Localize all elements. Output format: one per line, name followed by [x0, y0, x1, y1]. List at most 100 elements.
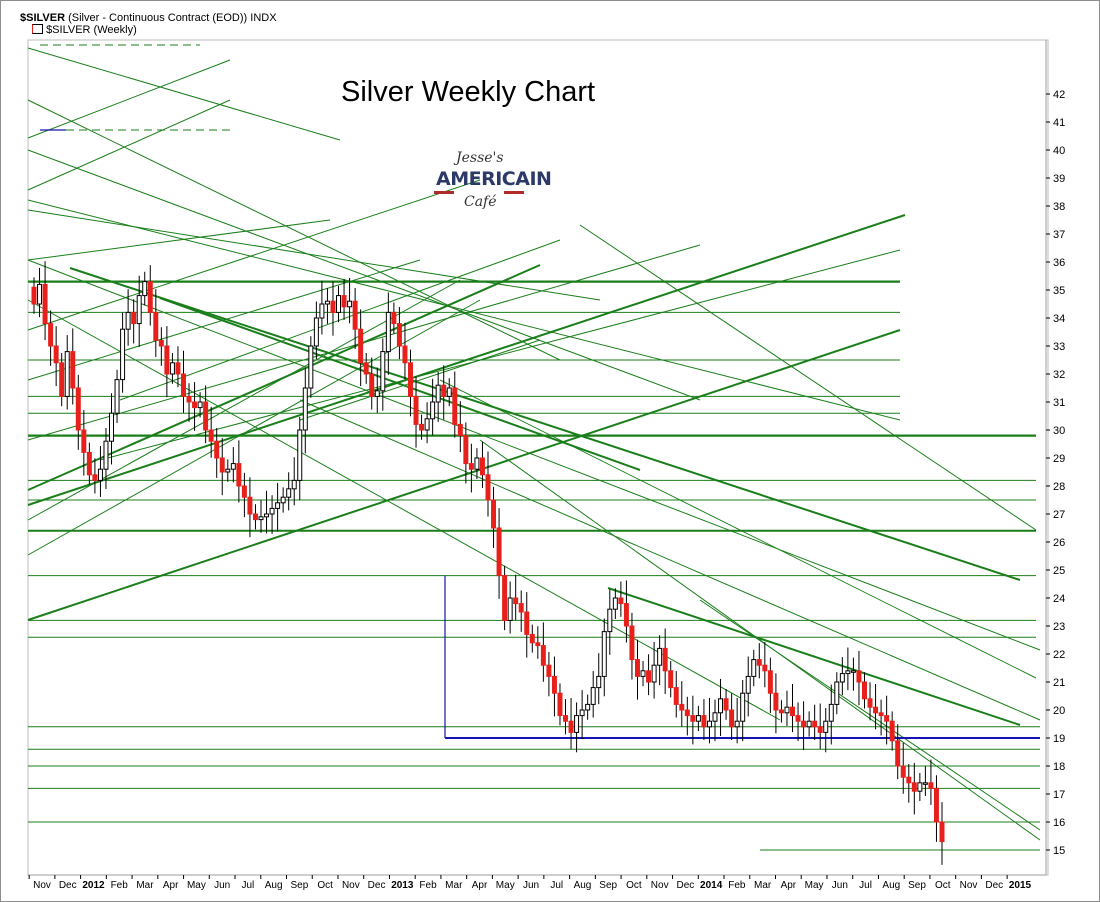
x-tick-label: Sep: [290, 880, 308, 891]
candle-up: [917, 782, 923, 792]
candle-up: [850, 670, 856, 673]
candle-up: [751, 659, 757, 677]
x-tick-label: Apr: [163, 880, 179, 891]
candle-up: [97, 468, 103, 481]
candle-down: [491, 499, 497, 529]
candle-down: [369, 373, 375, 397]
x-tick-label: Nov: [342, 880, 360, 891]
ascending-trend-line: [27, 219, 331, 261]
x-tick-label: Feb: [419, 880, 437, 891]
candle-up: [712, 712, 718, 722]
candle-down: [679, 703, 685, 711]
candle-down: [180, 373, 186, 397]
y-tick-label: 35: [1053, 285, 1065, 297]
x-tick-label: May: [187, 880, 206, 891]
candle-down: [341, 295, 347, 308]
candle-down: [524, 611, 530, 635]
candle-down: [889, 720, 895, 742]
candle-up: [225, 468, 231, 473]
candle-down: [413, 395, 419, 425]
y-tick-label: 17: [1053, 789, 1065, 801]
candle-down: [208, 429, 214, 442]
candle-up: [269, 507, 275, 515]
candle-down: [236, 463, 242, 487]
candle-down: [634, 659, 640, 677]
candle-down: [513, 597, 519, 605]
candle-down: [933, 787, 939, 823]
candle-down: [164, 345, 170, 375]
logo-line-3: Café: [464, 194, 497, 210]
candle-up: [114, 379, 120, 414]
candle-down: [468, 463, 474, 470]
candle-up: [718, 698, 724, 714]
candle-down: [203, 401, 209, 431]
diagonal-trend-line: [159, 297, 641, 471]
y-tick-label: 21: [1053, 677, 1065, 689]
candle-up: [430, 401, 436, 420]
candle-down: [53, 345, 59, 364]
ascending-trend-line: [27, 244, 701, 441]
candle-down: [939, 821, 945, 843]
candle-up: [579, 709, 585, 717]
candle-down: [463, 435, 469, 465]
candle-up: [574, 715, 580, 733]
y-tick-label: 25: [1053, 565, 1065, 577]
candle-up: [845, 670, 851, 675]
y-axis: 15 16 17 18 19 20 21 22 23 24 25 26 27 28 29 30 31 32 33 34…: [1045, 40, 1065, 875]
logo-wing-right: [504, 191, 524, 194]
candle-up: [446, 387, 452, 397]
candle-down: [773, 692, 779, 711]
legend-label: $SILVER (Weekly): [46, 24, 137, 36]
candle-up: [120, 328, 126, 381]
y-tick-label: 34: [1053, 313, 1065, 325]
candle-down: [662, 647, 668, 672]
candle-down: [535, 642, 541, 647]
y-tick-label: 18: [1053, 761, 1065, 773]
diagonal-trend-line: [69, 267, 1021, 581]
candle-up: [590, 687, 596, 705]
diagonal-trend-line: [27, 99, 561, 361]
x-tick-label: Aug: [574, 880, 592, 891]
candle-down: [684, 709, 690, 717]
diagonal-trend-line: [299, 399, 1041, 721]
y-tick-label: 28: [1053, 481, 1065, 493]
y-tick-label: 15: [1053, 845, 1065, 857]
x-tick-label: Dec: [368, 880, 386, 891]
diagonal-trend-line: [27, 299, 781, 721]
candle-up: [37, 283, 43, 305]
candle-down: [363, 362, 369, 375]
candle-up: [834, 681, 840, 705]
x-tick-label: Mar: [754, 880, 772, 891]
diagonal-trend-line: [27, 209, 601, 301]
ascending-trend-line: [119, 239, 561, 401]
x-tick-label: May: [496, 880, 515, 891]
logo-wing-left: [434, 191, 454, 194]
candle-up: [607, 608, 613, 633]
y-tick-label: 19: [1053, 733, 1065, 745]
candle-up: [601, 631, 607, 677]
candle-down: [358, 328, 364, 364]
candle-down: [690, 715, 696, 722]
candle-up: [324, 300, 330, 305]
candle-up: [839, 673, 845, 683]
x-tick-label: Feb: [111, 880, 129, 891]
candle-up: [297, 429, 303, 481]
y-tick-label: 41: [1053, 117, 1065, 129]
y-tick-label: 32: [1053, 369, 1065, 381]
candle-down: [219, 457, 225, 473]
candle-down: [396, 323, 402, 347]
x-tick-label: Mar: [136, 880, 154, 891]
trendlines-layer: [27, 44, 1041, 851]
y-tick-label: 20: [1053, 705, 1065, 717]
candle-down: [756, 659, 762, 666]
candle-up: [828, 703, 834, 722]
ascending-trend-line: [99, 249, 901, 461]
candle-up: [374, 390, 380, 397]
y-tick-label: 22: [1053, 649, 1065, 661]
candle-down: [131, 311, 137, 325]
candle-up: [125, 311, 131, 330]
candles-layer: [31, 261, 945, 865]
logo-line-1: Jesse's: [456, 150, 504, 166]
candle-down: [247, 496, 253, 515]
candle-up: [784, 706, 790, 714]
